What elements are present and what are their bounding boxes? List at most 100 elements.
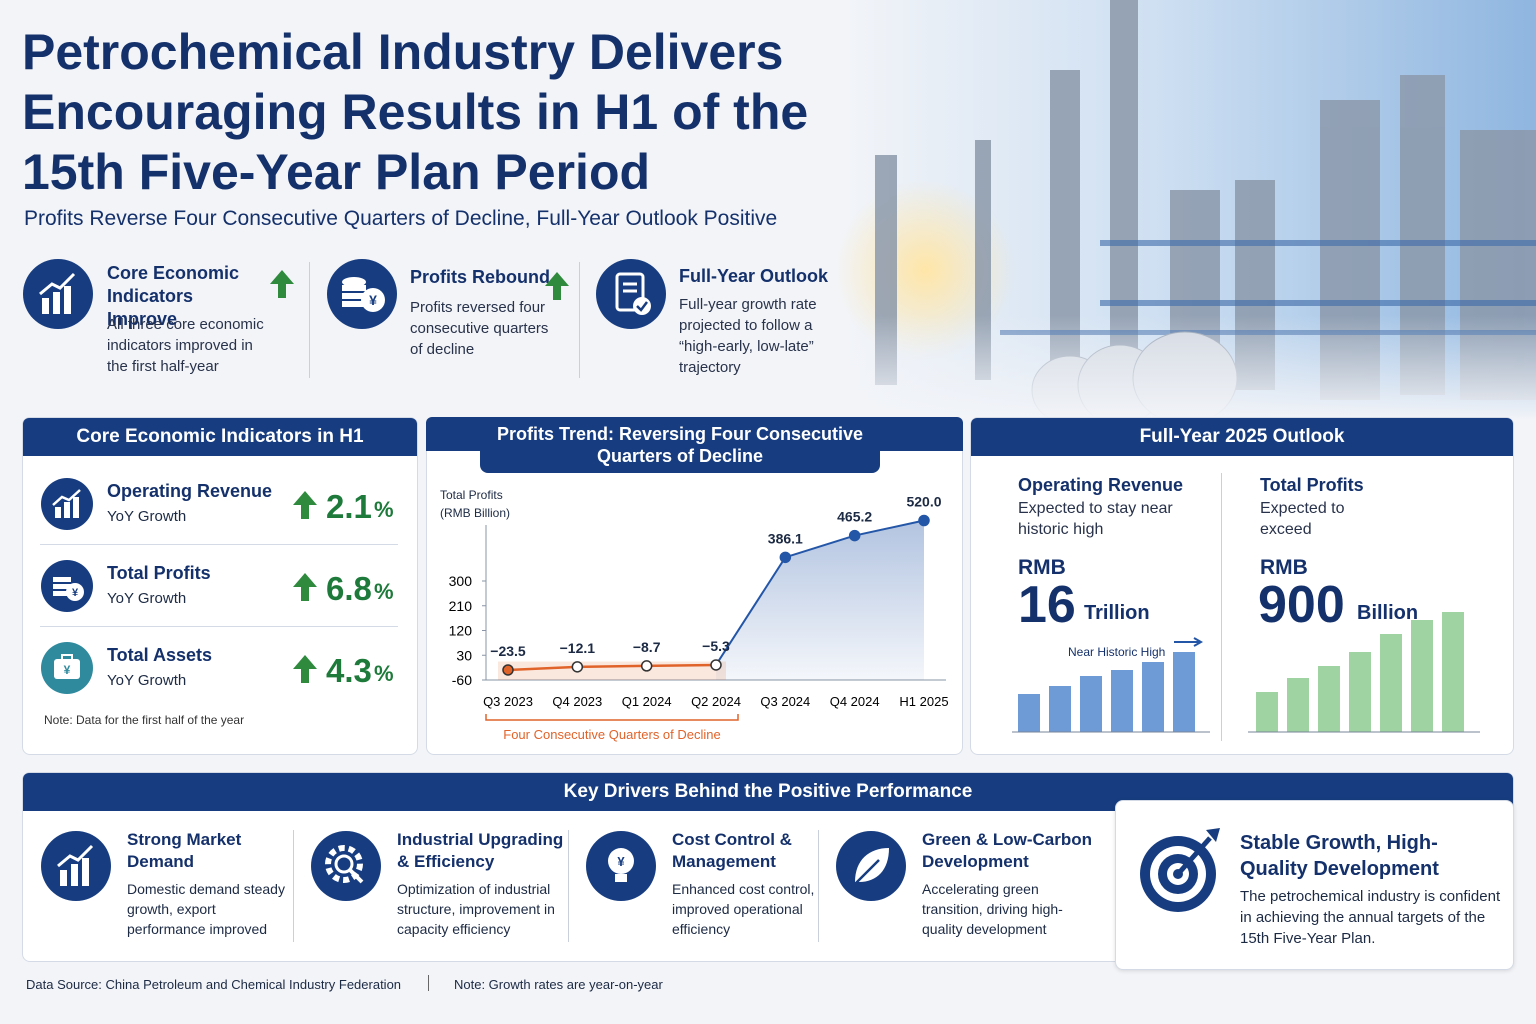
value-label: −5.3 — [702, 638, 730, 654]
divider — [293, 830, 294, 942]
indicator-value: 4.3 — [326, 652, 372, 689]
driver-title: Green & Low-Carbon Development — [922, 830, 1093, 871]
outlook-name: Operating Revenue — [1018, 475, 1184, 495]
fade — [0, 0, 1536, 420]
indicator-icon: ¥ — [40, 559, 94, 618]
note: Note: Data for the first half of the yea… — [44, 713, 245, 727]
highlight-icon — [596, 259, 666, 329]
title-line: Petrochemical Industry Delivers — [22, 24, 784, 80]
highlight-text: Profits reversed four consecutive quarte… — [410, 299, 549, 358]
indicator-label: YoY Growth — [107, 508, 187, 525]
svg-text:¥: ¥ — [617, 854, 625, 869]
highlight-title: Profits Rebound — [410, 267, 550, 287]
divider — [579, 262, 580, 378]
indicator-unit: % — [374, 497, 394, 522]
outlook-currency: RMB — [1018, 556, 1066, 579]
conclusion-title: Stable Growth, High-Quality Development — [1240, 832, 1439, 880]
highlight-title: Full-Year Outlook — [679, 266, 829, 286]
driver-title: Cost Control & Management — [672, 830, 792, 871]
indicator-name: Total Assets — [107, 645, 213, 665]
point — [848, 529, 861, 542]
point — [779, 551, 792, 564]
indicator-label: YoY Growth — [107, 672, 187, 689]
outlook-bars — [1012, 637, 1210, 733]
outlook-value: 16 — [1018, 576, 1076, 634]
divider — [309, 262, 310, 378]
subtitle: Profits Reverse Four Consecutive Quarter… — [24, 207, 778, 230]
driver-text: Optimization of industrial structure, im… — [397, 881, 555, 937]
driver-text: Enhanced cost control, improved operatio… — [672, 881, 815, 937]
y-tick-label: 30 — [456, 647, 472, 663]
driver-icon — [310, 830, 382, 907]
indicator-unit: % — [374, 579, 394, 604]
panel-header: Full-Year 2025 Outlook — [971, 418, 1513, 456]
highlight-title: Core Economic Indicators Improve — [107, 263, 240, 329]
indicator-unit: % — [374, 661, 394, 686]
annotation-bracket — [485, 714, 739, 721]
point — [640, 660, 653, 672]
footer-note: Note: Growth rates are year-on-year — [454, 977, 663, 992]
driver-text: Accelerating green transition, driving h… — [922, 881, 1063, 937]
x-tick-label: Q3 2024 — [760, 694, 810, 709]
x-tick-label: Q4 2024 — [830, 694, 880, 709]
y-tick-label: 300 — [449, 573, 473, 589]
outlook-name: Total Profits — [1260, 475, 1364, 495]
outlook-unit: Billion — [1357, 602, 1419, 624]
driver-title: Industrial Upgrading & Efficiency — [397, 830, 564, 871]
divider — [1221, 473, 1222, 741]
up-arrow — [292, 571, 318, 608]
target-icon — [1140, 828, 1220, 912]
y-tick-label: 210 — [449, 598, 473, 614]
title-line: Encouraging Results in H1 of the — [22, 84, 809, 140]
title-line: 15th Five-Year Plan Period — [22, 144, 651, 200]
indicator-value: 6.8 — [326, 570, 372, 607]
up-arrow — [545, 272, 569, 300]
y-tick-label: 120 — [449, 623, 473, 639]
indicator-icon — [40, 477, 94, 536]
highlight-text: All three core economic indicators impro… — [107, 316, 264, 375]
svg-text:¥: ¥ — [369, 292, 377, 308]
bar-label: Near Historic High — [1068, 645, 1166, 659]
chart: -60 30 120 210 300 Q3 2023 Q4 2023 Q1 2024 Q2 20… — [449, 494, 949, 743]
row-divider — [40, 544, 398, 545]
value-label: −8.7 — [633, 639, 661, 655]
annotation: Four Consecutive Quarters of Decline — [503, 727, 720, 742]
value-label: 386.1 — [768, 530, 803, 546]
highlight-text: Full-year growth rate projected to follo… — [679, 296, 817, 376]
indicator-icon: ¥ — [40, 641, 94, 700]
footer-divider — [428, 975, 429, 991]
y-axis-label: Total Profits (RMB Billion) — [440, 488, 511, 520]
driver-icon: ¥ — [585, 830, 657, 907]
panel-header: Core Economic Indicators in H1 — [23, 418, 417, 456]
line — [507, 663, 717, 672]
outlook-text: Expected to exceed — [1260, 500, 1345, 538]
point — [710, 659, 722, 671]
driver-icon — [835, 830, 907, 907]
indicator-label: YoY Growth — [107, 590, 187, 607]
background-illustration — [0, 0, 1536, 420]
x-tick-label: Q4 2023 — [552, 694, 602, 709]
area — [716, 520, 924, 680]
outlook-currency: RMB — [1260, 556, 1308, 579]
point — [918, 514, 930, 527]
outlook-bars — [1248, 612, 1480, 733]
line — [715, 519, 925, 666]
divider — [568, 830, 569, 942]
point — [502, 664, 514, 676]
conclusion-text: The petrochemical industry is confident … — [1240, 888, 1501, 947]
driver-text: Domestic demand steady growth, export pe… — [127, 881, 285, 937]
divider — [818, 830, 819, 942]
x-tick-label: Q3 2023 — [483, 694, 533, 709]
outlook-unit: Trillion — [1084, 602, 1150, 624]
outlook-text: Expected to stay near historic high — [1018, 500, 1173, 538]
highlight-icon: ¥ — [327, 259, 397, 329]
outlook-value: 900 — [1258, 576, 1345, 634]
value-label: −12.1 — [560, 640, 596, 656]
value-label: 465.2 — [837, 509, 872, 525]
driver-icon — [40, 830, 112, 907]
svg-text:¥: ¥ — [64, 663, 71, 677]
x-tick-label: Q1 2024 — [622, 694, 672, 709]
indicator-value: 2.1 — [326, 488, 372, 525]
indicator-name: Operating Revenue — [107, 481, 273, 501]
